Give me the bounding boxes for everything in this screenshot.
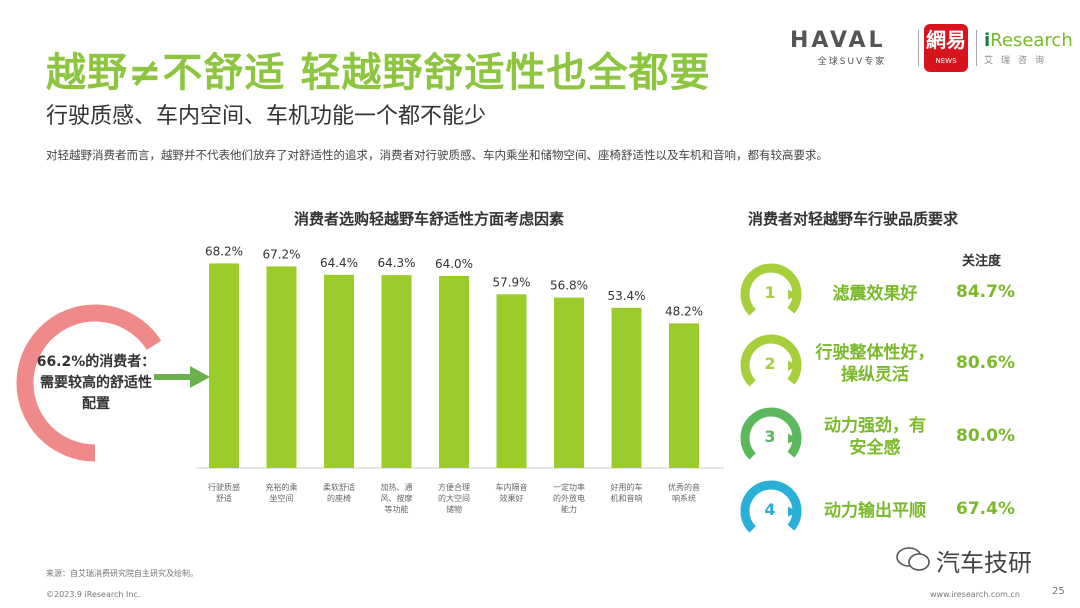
footer-url: www.iresearch.com.cn	[930, 590, 1020, 599]
rank-number: 3	[764, 427, 776, 446]
rank-item-3: 3 ▶ 动力强劲，有安全感 80.0%	[738, 405, 1068, 471]
rank-number: 4	[764, 500, 776, 519]
bar	[324, 274, 354, 468]
category-label: 充裕的乘坐空间	[266, 482, 298, 503]
arrow-head	[190, 366, 210, 388]
rank-number: 1	[764, 283, 776, 302]
iresearch-i: i	[984, 30, 991, 51]
rank-label: 动力输出平顺	[824, 501, 926, 521]
page-subtitle: 行驶质感、车内空间、车机功能一个都不能少	[46, 104, 487, 129]
bar	[669, 323, 699, 468]
bar-chart: 68.2% 行驶质感舒适 67.2% 充裕的乘坐空间 64.4% 柔软舒适的座椅 64.3%…	[196, 244, 724, 514]
bar	[266, 266, 297, 468]
bar	[381, 275, 412, 468]
bar	[439, 276, 469, 468]
play-arrow-icon: ▶	[788, 287, 798, 302]
right-panel-title: 消费者对轻越野车行驶品质要求	[748, 210, 959, 228]
page-title: 越野≠不舒适 轻越野舒适性也全都要	[46, 50, 711, 96]
haval-wordmark: HAVAL	[790, 28, 886, 53]
arrow-shaft	[154, 374, 194, 380]
copyright: ©2023.9 iResearch Inc.	[46, 590, 141, 599]
bar-value-label: 53.4%	[607, 289, 645, 303]
source-note: 来源：自艾瑞消费研究院自主研究及绘制。	[46, 569, 198, 578]
iresearch-logo: iResearch 艾瑞咨询	[984, 30, 1073, 66]
category-label: 好用的车机和音响	[611, 482, 643, 503]
callout-ring-arc	[16, 304, 174, 462]
iresearch-wordmark: Research	[990, 30, 1073, 51]
rank-ring-icon	[740, 263, 802, 325]
page-description: 对轻越野消费者而言，越野并不代表他们放弃了对舒适性的追求，消费者对行驶质感、车内…	[46, 148, 828, 162]
bar	[209, 263, 239, 468]
rank-label: 行驶整体性好，操纵灵活	[815, 343, 935, 385]
partner-logos: HAVAL 全球SUV专家 網易 NEWS iResearch 艾瑞咨询	[790, 24, 1075, 74]
rank-number: 2	[764, 354, 776, 373]
rank-value: 80.0%	[956, 426, 1015, 446]
callout-text: 66.2%的消费者：需要较高的舒适性配置	[36, 354, 156, 412]
haval-logo: HAVAL 全球SUV专家	[790, 28, 914, 67]
bar-value-label: 64.0%	[435, 257, 473, 271]
category-label: 柔软舒适的座椅	[323, 482, 355, 503]
rank-ring-icon	[740, 334, 802, 396]
attention-header: 关注度	[962, 254, 1002, 269]
iresearch-tagline: 艾瑞咨询	[984, 56, 1053, 66]
play-arrow-icon: ▶	[788, 358, 798, 373]
bar	[611, 307, 642, 468]
rank-value: 67.4%	[956, 499, 1015, 519]
netease-logo: 網易 NEWS	[924, 24, 968, 72]
bar-value-label: 64.4%	[320, 256, 358, 270]
bar-value-label: 68.2%	[205, 244, 243, 258]
category-label: 优秀的音响系统	[668, 482, 700, 503]
rank-value: 84.7%	[956, 282, 1015, 302]
rank-ring-icon	[740, 407, 802, 469]
play-arrow-icon: ▶	[788, 504, 798, 519]
bar	[496, 294, 527, 468]
callout-ring	[16, 304, 174, 462]
netease-sub: NEWS	[935, 57, 957, 65]
rank-label: 动力强劲，有安全感	[824, 416, 926, 458]
chart-title: 消费者选购轻越野车舒适性方面考虑因素	[294, 210, 565, 228]
category-label: 行驶质感舒适	[208, 482, 240, 503]
bar-value-label: 56.8%	[550, 279, 588, 293]
rank-value: 80.6%	[956, 353, 1015, 373]
arrow-right-icon	[154, 366, 210, 388]
rank-item-1: 1 ▶ 滤震效果好 84.7%	[738, 261, 1068, 327]
category-label: 加热、通风、按摩等功能	[381, 482, 413, 514]
rank-item-2: 2 ▶ 行驶整体性好，操纵灵活 80.6%	[738, 332, 1068, 398]
rank-ring-icon	[740, 480, 802, 542]
play-arrow-icon: ▶	[788, 431, 798, 446]
page-number: 25	[1052, 586, 1065, 597]
haval-tagline: 全球SUV专家	[817, 57, 887, 67]
wechat-icon	[896, 547, 930, 571]
bar-value-label: 64.3%	[377, 256, 415, 270]
logo-divider	[976, 30, 977, 66]
rank-item-4: 4 ▶ 动力输出平顺 67.4%	[738, 478, 1068, 544]
rank-label: 滤震效果好	[832, 284, 918, 304]
bar-value-label: 48.2%	[665, 304, 703, 318]
logo-divider	[918, 30, 919, 66]
watermark-text: 汽车技研	[936, 549, 1032, 577]
netease-wordmark: 網易	[926, 28, 966, 52]
bar-value-label: 67.2%	[262, 247, 300, 261]
category-label: 一定功率的外放电能力	[553, 482, 585, 514]
category-label: 方便合理的大空间储物	[438, 482, 470, 514]
bar	[554, 297, 584, 468]
category-label: 车内隔音效果好	[496, 482, 528, 503]
bar-value-label: 57.9%	[492, 275, 530, 289]
